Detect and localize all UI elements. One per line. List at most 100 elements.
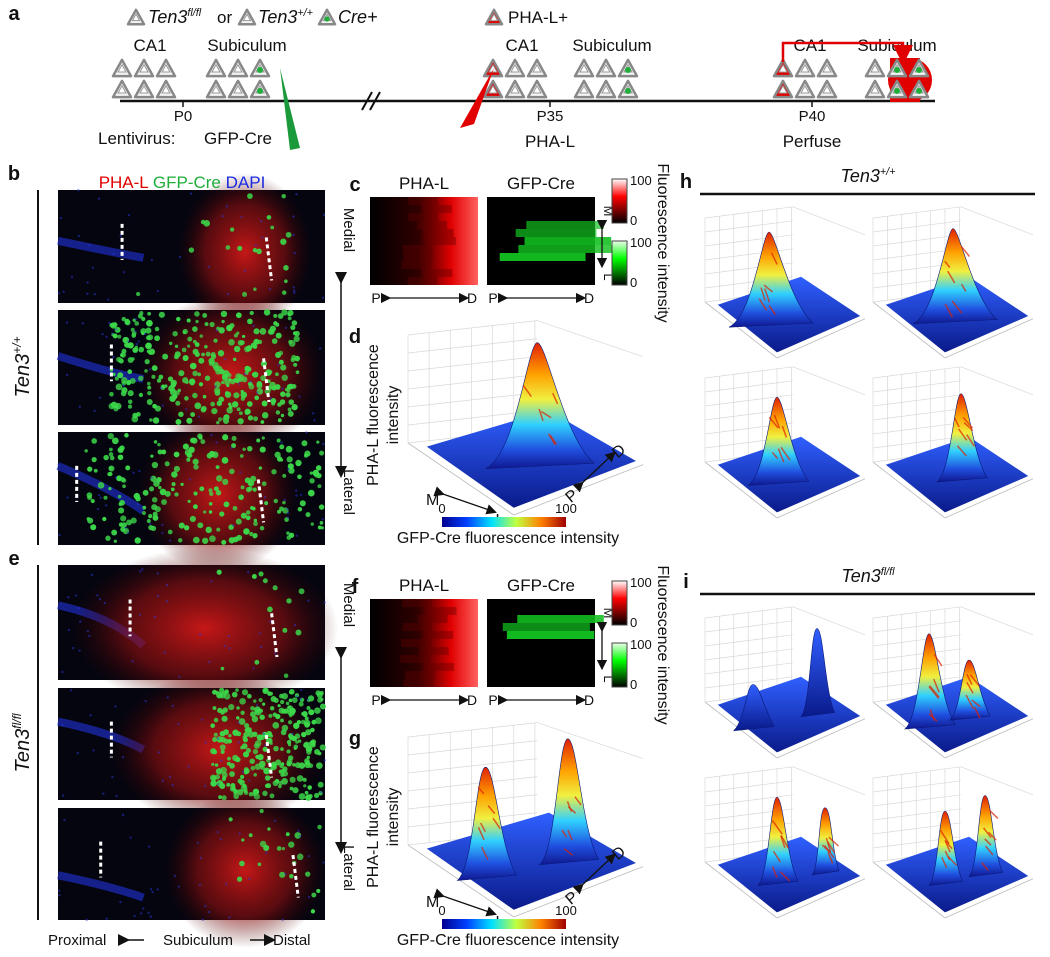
gfp-cell — [199, 334, 203, 338]
gfp-cell — [210, 401, 216, 407]
gfp-cell — [254, 763, 262, 770]
gfp-cell — [273, 745, 279, 752]
boundary — [262, 358, 271, 403]
heatmap-row — [401, 261, 432, 269]
gfp-cell — [288, 399, 295, 405]
gfp-cell — [293, 362, 298, 367]
label: GFP-Cre — [204, 129, 272, 148]
dapi-cell — [313, 419, 316, 422]
label: Distal — [273, 932, 311, 949]
dapi-cell — [142, 907, 145, 910]
dapi-cell — [293, 623, 297, 627]
heatmap-row — [515, 229, 597, 237]
gfp-cell — [220, 310, 228, 318]
dapi-cell — [96, 507, 100, 511]
label: 100 — [555, 501, 577, 516]
dapi-cell — [86, 629, 90, 633]
boundary — [256, 479, 266, 523]
dapi-cell — [249, 380, 252, 383]
gfp-cell — [243, 528, 250, 535]
dapi-cell — [295, 192, 298, 196]
gfp-cell — [240, 340, 245, 345]
dapi-cell — [216, 830, 219, 834]
surface-ridge — [928, 686, 940, 699]
surface-ridge — [768, 416, 779, 429]
gfp-cell — [296, 462, 300, 467]
cell-icon-inner — [488, 63, 498, 73]
gfp-cell — [110, 322, 117, 329]
gene: Ten3 — [12, 354, 34, 398]
gfp-cell — [275, 759, 282, 766]
gfp-cell — [240, 389, 244, 394]
boundary — [264, 237, 274, 281]
dapi-cell — [237, 741, 241, 744]
wire — [944, 878, 1034, 919]
gfp-cell — [146, 319, 153, 327]
gfp-cell — [289, 776, 296, 783]
gfp-cell — [240, 774, 245, 779]
gfp-cell — [262, 702, 266, 706]
dapi-cell — [298, 834, 302, 838]
gfp-cell — [176, 316, 181, 322]
dapi-cell — [93, 292, 96, 296]
gfp-cell — [109, 447, 113, 452]
gfp-cell — [253, 518, 258, 523]
dapi-cell — [72, 646, 75, 650]
dapi-cell — [65, 373, 69, 377]
gfp-cell — [287, 316, 292, 321]
gfp-cell — [238, 718, 246, 725]
gfp-cell — [282, 473, 287, 478]
gfp-cell — [215, 369, 222, 375]
dapi-cell — [258, 632, 261, 635]
heatmap-row — [506, 631, 595, 639]
dapi-cell — [111, 332, 114, 335]
surface-ridge — [563, 848, 574, 856]
gfp-cell — [175, 400, 181, 406]
gfp-cell — [127, 404, 133, 409]
dapi-cell — [224, 883, 228, 886]
dapi-cell — [187, 765, 190, 768]
cell-icon-inner — [532, 84, 542, 94]
gfp-cell — [236, 731, 242, 737]
label: D — [467, 290, 477, 306]
dapi-cell — [122, 384, 125, 387]
gfp-cell — [288, 743, 292, 747]
surface-ridge — [827, 841, 836, 854]
gfp-cell — [225, 391, 229, 395]
gfp-cell — [108, 465, 115, 472]
gfp-cell — [278, 359, 284, 365]
label: GFP-Cre fluorescence intensity — [397, 932, 619, 949]
gfp-cell — [297, 506, 303, 512]
cre-dot — [625, 67, 631, 73]
gfp-cell — [249, 758, 255, 764]
wire — [872, 662, 962, 675]
gfp-cell — [173, 451, 180, 458]
gfp-cell — [266, 782, 271, 788]
gfp-cell — [231, 443, 237, 449]
gfp-cell — [117, 494, 122, 499]
surface-ridge — [956, 445, 967, 457]
allele: fl/fl — [10, 713, 24, 729]
gfp-cell — [295, 740, 299, 744]
gfp-cell — [138, 375, 144, 382]
heatmap — [370, 599, 478, 687]
dapi-cell — [150, 476, 153, 480]
gfp-cell — [193, 504, 198, 510]
surface-ridge — [988, 809, 999, 820]
heatmap-row — [502, 623, 590, 631]
gfp-cell — [197, 372, 202, 377]
gfp-cell — [277, 704, 281, 708]
dapi-cell — [214, 385, 217, 388]
gfp-cell — [229, 227, 235, 232]
cell-icon-inner — [161, 63, 171, 73]
gfp-cell — [194, 402, 202, 410]
genotype: Ten3+/+ — [841, 166, 896, 186]
label: P35 — [537, 108, 564, 125]
gfp-cell — [258, 571, 264, 577]
cre-dot — [916, 88, 922, 94]
gfp-cell — [289, 786, 294, 791]
surface-ridge — [987, 831, 997, 841]
dapi-cell — [138, 570, 142, 573]
dapi-cell — [104, 504, 108, 507]
gfp-cell — [189, 362, 197, 370]
